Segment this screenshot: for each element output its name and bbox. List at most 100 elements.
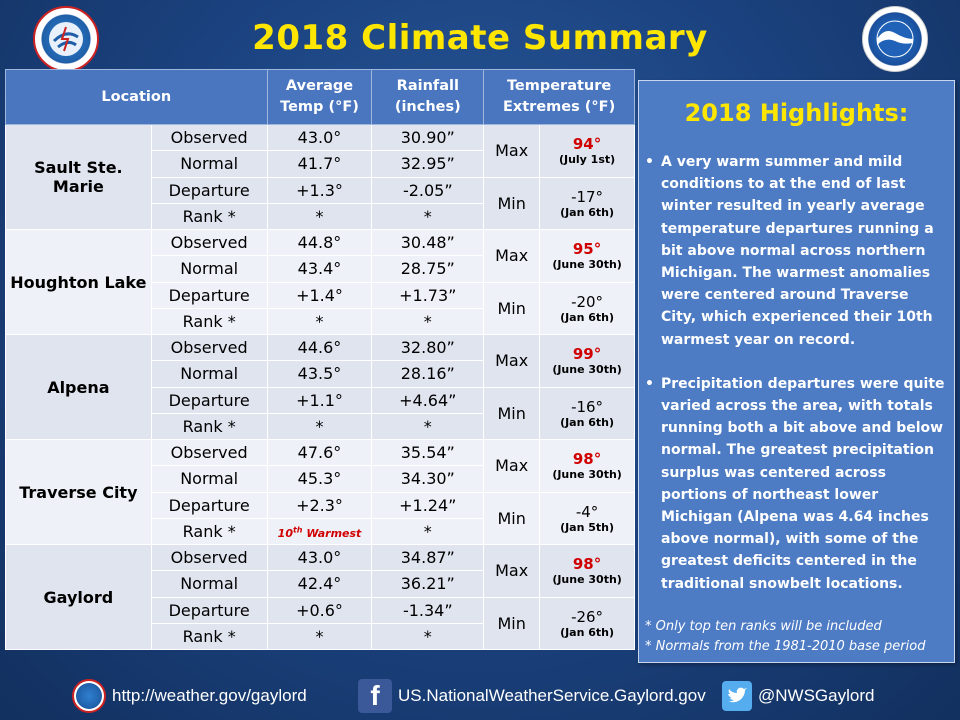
twitter-link[interactable]: @NWSGaylord [722,678,874,714]
highlights-panel: 2018 Highlights: • A very warm summer an… [638,80,955,663]
avg-temp-cell: 45.3° [266,465,373,493]
highlights-bullets: • A very warm summer and mild conditions… [645,151,945,617]
min-date: (Jan 6th) [560,415,615,429]
footnotes: * Only top ten ranks will be included * … [645,617,950,657]
avg-temp-cell: 44.6° [266,333,373,362]
row-label: Departure [150,491,268,519]
min-cell: -20° (Jan 6th) [539,281,635,335]
max-label: Max [483,124,541,178]
min-value: -20° [571,292,604,311]
header-temp-extremes-line1: Temperature [506,78,612,94]
table-row: Normal 45.3° 34.30” [6,465,635,493]
table-row: Departure +1.4° +1.73” Min -20° (Jan 6th) [6,281,635,335]
min-value: -26° [571,607,604,626]
avg-temp-cell: 43.0° [266,543,373,572]
avg-temp-cell: * [266,202,373,231]
rainfall-cell: 36.21” [371,570,485,598]
min-label: Min [483,176,541,230]
avg-temp-cell: 42.4° [266,570,373,598]
max-cell: 94° (July 1st) [539,124,635,178]
row-label: Rank * [150,412,268,441]
rainfall-cell: * [371,307,485,336]
highlight-bullet: • Precipitation departures were quite va… [645,373,945,595]
website-link[interactable]: http://weather.gov/gaylord [72,678,307,714]
header-avg-temp-line2: Temp (°F) [280,99,359,115]
min-date: (Jan 6th) [560,625,615,639]
rainfall-cell: +1.24” [371,491,485,519]
facebook-link[interactable]: f US.NationalWeatherService.Gaylord.gov [358,678,706,714]
avg-temp-cell: 43.5° [266,360,373,388]
rainfall-cell: * [371,412,485,441]
max-value: 95° [572,240,602,259]
row-label: Observed [150,438,268,467]
row-label: Rank * [150,622,268,651]
highlight-text: A very warm summer and mild conditions t… [661,154,934,348]
rainfall-cell: 32.95” [371,150,485,178]
table-row: Gaylord Observed 43.0° 34.87” Max 98° (June 30… [5,543,635,650]
avg-temp-cell: +0.6° [266,596,373,624]
bullet-dot-icon: • [645,375,654,392]
rainfall-cell: 32.80” [371,333,485,362]
avg-temp-cell: +1.3° [266,176,373,204]
row-label: Observed [150,123,268,152]
row-label: Observed [150,228,268,257]
rainfall-cell: -2.05” [371,176,485,204]
header-avg-temp: Average Temp (°F) [266,69,373,125]
row-label: Departure [150,386,268,414]
row-label: Normal [150,255,268,283]
table-row: Rank * * * [6,202,635,231]
rainfall-cell: * [371,622,485,651]
rainfall-cell: -1.34” [371,596,485,624]
max-date: (July 1st) [558,153,616,167]
header-temp-extremes-line2: Extremes (°F) [502,99,616,115]
rainfall-cell: 35.54” [371,438,485,467]
max-value: 94° [572,135,602,154]
table-row: Normal 42.4° 36.21” [6,570,635,598]
min-cell: -17° (Jan 6th) [539,176,635,230]
row-label: Normal [150,150,268,178]
location-name: Gaylord [5,544,152,650]
location-name: Alpena [5,334,152,440]
row-label: Rank * [150,202,268,231]
max-value: 98° [572,555,602,574]
avg-temp-cell: * [266,412,373,441]
table-row: Departure +1.1° +4.64” Min -16° (Jan 6th) [6,386,635,440]
max-label: Max [483,229,541,283]
max-label: Max [483,544,541,598]
rainfall-cell: +1.73” [371,281,485,309]
nws-logo-icon [33,6,99,72]
footnote: * Normals from the 1981-2010 base period [645,639,926,654]
max-value: 98° [572,450,602,469]
avg-temp-cell: 44.8° [266,228,373,257]
header-location: Location [5,69,268,125]
max-value: 99° [572,345,602,364]
min-value: -17° [571,187,604,206]
page-title: 2018 Climate Summary [252,18,708,58]
highlight-bullet: • A very warm summer and mild conditions… [645,151,945,351]
website-text: http://weather.gov/gaylord [112,686,307,705]
min-cell: -26° (Jan 6th) [539,596,635,650]
rainfall-cell: 28.75” [371,255,485,283]
rainfall-cell: 34.87” [371,543,485,572]
min-date: (Jan 6th) [560,310,615,324]
facebook-icon: f [358,679,392,713]
min-label: Min [483,281,541,335]
table-row: Rank * 10th Warmest * [6,517,635,546]
min-value: -4° [575,502,599,521]
bullet-dot-icon: • [645,154,654,170]
row-label: Rank * [150,517,268,546]
highlights-title: 2018 Highlights: [684,99,909,127]
row-label: Normal [150,465,268,493]
table-row: Traverse City Observed 47.6° 35.54” Max 98° (J… [5,438,635,545]
facebook-text: US.NationalWeatherService.Gaylord.gov [398,686,706,705]
rank-highlight: 10th Warmest [277,525,362,540]
header-temp-extremes: Temperature Extremes (°F) [483,69,635,125]
location-name: Traverse City [5,439,152,545]
rainfall-cell: 34.30” [371,465,485,493]
max-cell: 98° (June 30th) [539,439,635,493]
table-row: Houghton Lake Observed 44.8° 30.48” Max 95° (J… [5,228,635,335]
row-label: Departure [150,596,268,624]
twitter-text: @NWSGaylord [758,686,875,705]
climate-table: Location Average Temp (°F) Rainfall (inc… [5,69,635,651]
avg-temp-cell: 41.7° [266,150,373,178]
